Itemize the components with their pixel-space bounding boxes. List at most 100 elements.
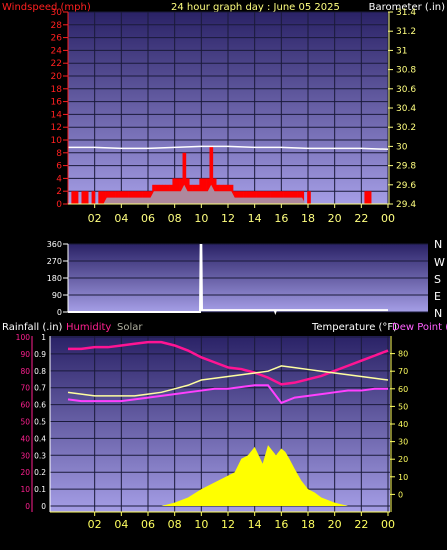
barometer-tick: 30.2 bbox=[396, 123, 416, 133]
windspeed-tick: 20 bbox=[51, 72, 63, 82]
windspeed-tick: 8 bbox=[56, 149, 62, 159]
rainfall-tick: 0.9 bbox=[34, 350, 46, 359]
humidity-tick: 20 bbox=[20, 468, 30, 477]
wind-direction-line bbox=[68, 243, 388, 316]
wind-x-tick-labels: 02 04 06 08 10 12 14 16 18 20 22 00 bbox=[68, 203, 395, 225]
direction-tick: 180 bbox=[47, 274, 62, 283]
temperature-tick-labels: 0 10 20 30 40 50 60 70 80 bbox=[390, 336, 408, 512]
windspeed-tick: 24 bbox=[51, 46, 63, 56]
compass-label: W bbox=[434, 256, 445, 269]
x-tick: 10 bbox=[194, 518, 208, 531]
x-tick: 02 bbox=[88, 518, 102, 531]
wind-gust-bar bbox=[300, 191, 305, 204]
humidity-tick: 100 bbox=[16, 333, 31, 342]
windspeed-tick: 16 bbox=[51, 98, 63, 108]
compass-label: N bbox=[434, 238, 442, 251]
rainfall-tick: 0.1 bbox=[34, 485, 46, 494]
x-tick: 18 bbox=[301, 212, 315, 225]
x-tick: 18 bbox=[301, 518, 315, 531]
wind-gust-bar bbox=[101, 191, 106, 204]
humidity-line bbox=[68, 340, 389, 386]
wind-speed-area bbox=[68, 184, 388, 204]
humidity-tick: 70 bbox=[20, 384, 30, 393]
solar-axis-title: Solar bbox=[117, 322, 143, 333]
temperature-line bbox=[67, 365, 389, 397]
wind-grid bbox=[68, 11, 389, 205]
temperature-tick: 70 bbox=[398, 367, 408, 376]
wind-gust-bar bbox=[367, 191, 372, 204]
x-tick: 22 bbox=[354, 212, 368, 225]
compass-label: S bbox=[434, 273, 441, 286]
wind-gust-bar bbox=[81, 191, 86, 204]
x-tick: 02 bbox=[88, 212, 102, 225]
humidity-tick: 60 bbox=[20, 401, 30, 410]
dewpoint-axis-title: Dew Point ( bbox=[392, 322, 447, 333]
windspeed-tick: 14 bbox=[51, 110, 63, 120]
humidity-tick: 80 bbox=[20, 367, 30, 376]
x-tick: 14 bbox=[248, 212, 262, 225]
barometer-tick: 31 bbox=[396, 46, 407, 56]
wind-gust-bar bbox=[74, 191, 79, 204]
rainfall-axis-title: Rainfall (.in) bbox=[2, 322, 63, 333]
windspeed-tick: 30 bbox=[51, 8, 63, 18]
wind-gust-bar bbox=[91, 191, 96, 204]
barometer-tick: 30.8 bbox=[396, 66, 416, 76]
x-tick: 14 bbox=[248, 518, 262, 531]
barometer-tick: 29.8 bbox=[396, 162, 416, 172]
direction-tick: 0 bbox=[57, 308, 62, 317]
windspeed-tick: 2 bbox=[56, 187, 62, 197]
windspeed-tick: 12 bbox=[51, 123, 62, 133]
wind-gust-bar bbox=[98, 191, 102, 204]
barometer-line bbox=[68, 145, 389, 151]
windspeed-tick: 10 bbox=[51, 136, 63, 146]
rainfall-tick: 0.5 bbox=[34, 418, 46, 427]
temperature-tick: 0 bbox=[398, 490, 403, 499]
wind-gust-bar bbox=[182, 152, 187, 204]
temperature-tick: 30 bbox=[398, 438, 408, 447]
x-tick: 00 bbox=[381, 518, 395, 531]
rainfall-tick: 0 bbox=[41, 502, 46, 511]
x-tick: 06 bbox=[141, 212, 155, 225]
wind-gust-bar bbox=[307, 191, 311, 204]
x-tick: 12 bbox=[221, 518, 235, 531]
chart-title: 24 hour graph day : June 05 2025 bbox=[171, 2, 340, 13]
windspeed-tick: 18 bbox=[51, 85, 63, 95]
direction-tick: 360 bbox=[47, 240, 62, 249]
windspeed-tick: 28 bbox=[51, 21, 63, 31]
humidity-tick-labels: 0 10 20 30 40 50 60 70 80 90 100 bbox=[16, 333, 33, 512]
humidity-tick: 0 bbox=[25, 502, 30, 511]
x-tick: 16 bbox=[274, 212, 288, 225]
windspeed-tick: 26 bbox=[51, 34, 63, 44]
humidity-tick: 50 bbox=[20, 418, 30, 427]
barometer-tick: 31.2 bbox=[396, 27, 416, 37]
dewpoint-line bbox=[67, 384, 388, 405]
rainfall-tick: 0.4 bbox=[34, 434, 46, 443]
rainfall-tick: 0.2 bbox=[34, 468, 46, 477]
barometer-tick: 31.4 bbox=[396, 8, 416, 18]
compass-label: N bbox=[434, 307, 442, 320]
temperature-tick: 10 bbox=[398, 473, 408, 482]
rainfall-tick: 0.3 bbox=[34, 451, 46, 460]
x-tick: 08 bbox=[168, 212, 182, 225]
rainfall-tick: 1 bbox=[41, 333, 46, 342]
barometer-tick: 29.6 bbox=[396, 181, 416, 191]
barometer-tick: 29.4 bbox=[396, 200, 416, 210]
x-tick: 10 bbox=[194, 212, 208, 225]
x-tick: 16 bbox=[274, 518, 288, 531]
wind-gust-bar bbox=[364, 191, 369, 204]
x-tick: 20 bbox=[328, 518, 342, 531]
rainfall-tick: 0.6 bbox=[34, 401, 46, 410]
temperature-axis-title: Temperature (°F) bbox=[311, 322, 397, 333]
windspeed-tick: 0 bbox=[56, 200, 62, 210]
humidity-tick: 40 bbox=[20, 434, 30, 443]
solar-area bbox=[161, 445, 348, 506]
humidity-tick: 10 bbox=[20, 485, 30, 494]
x-tick: 04 bbox=[114, 212, 128, 225]
temperature-tick: 50 bbox=[398, 402, 408, 411]
